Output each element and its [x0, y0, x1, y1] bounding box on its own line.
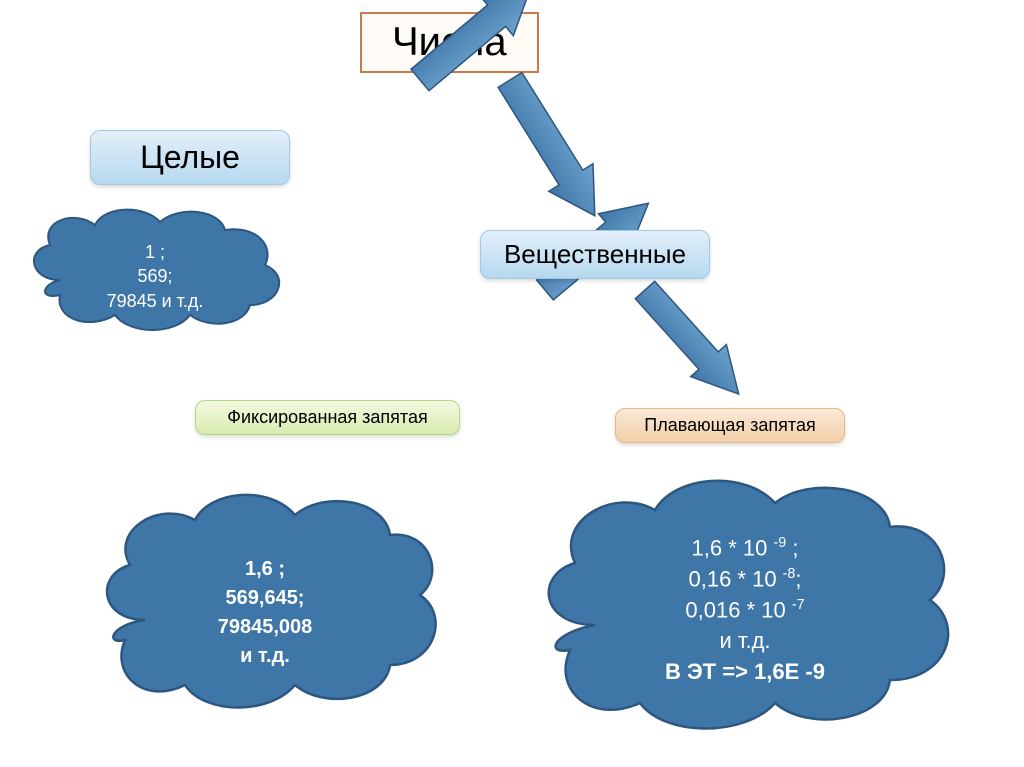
float-line-3: и т.д.: [530, 626, 960, 657]
node-floating: Плавающая запятая: [615, 408, 845, 443]
node-reals: Вещественные: [480, 230, 710, 279]
cloud-fixed-text: 1,6 ; 569,645; 79845,008 и т.д.: [90, 555, 440, 671]
title-text: Числа: [392, 20, 507, 64]
cloud-floating-text: 1,6 * 10 -9 ; 0,16 * 10 -8; 0,016 * 10 -…: [530, 533, 960, 688]
node-integers: Целые: [90, 130, 290, 185]
cloud-integers: 1 ; 569; 79845 и т.д.: [20, 200, 290, 340]
cloud-fixed: 1,6 ; 569,645; 79845,008 и т.д.: [90, 480, 440, 730]
title-box: Числа: [360, 12, 539, 73]
float-line-2: 0,016 * 10 -7: [530, 595, 960, 626]
node-fixed: Фиксированная запятая: [195, 400, 460, 435]
float-line-4: В ЭТ => 1,6Е -9: [530, 657, 960, 688]
floating-label: Плавающая запятая: [644, 415, 815, 435]
reals-label: Вещественные: [504, 239, 686, 269]
float-line-1: 0,16 * 10 -8;: [530, 564, 960, 595]
cloud-integers-text: 1 ; 569; 79845 и т.д.: [20, 240, 290, 313]
float-line-0: 1,6 * 10 -9 ;: [530, 533, 960, 564]
fixed-label: Фиксированная запятая: [227, 407, 427, 427]
integers-label: Целые: [140, 139, 240, 175]
cloud-floating: 1,6 * 10 -9 ; 0,16 * 10 -8; 0,016 * 10 -…: [530, 465, 960, 755]
